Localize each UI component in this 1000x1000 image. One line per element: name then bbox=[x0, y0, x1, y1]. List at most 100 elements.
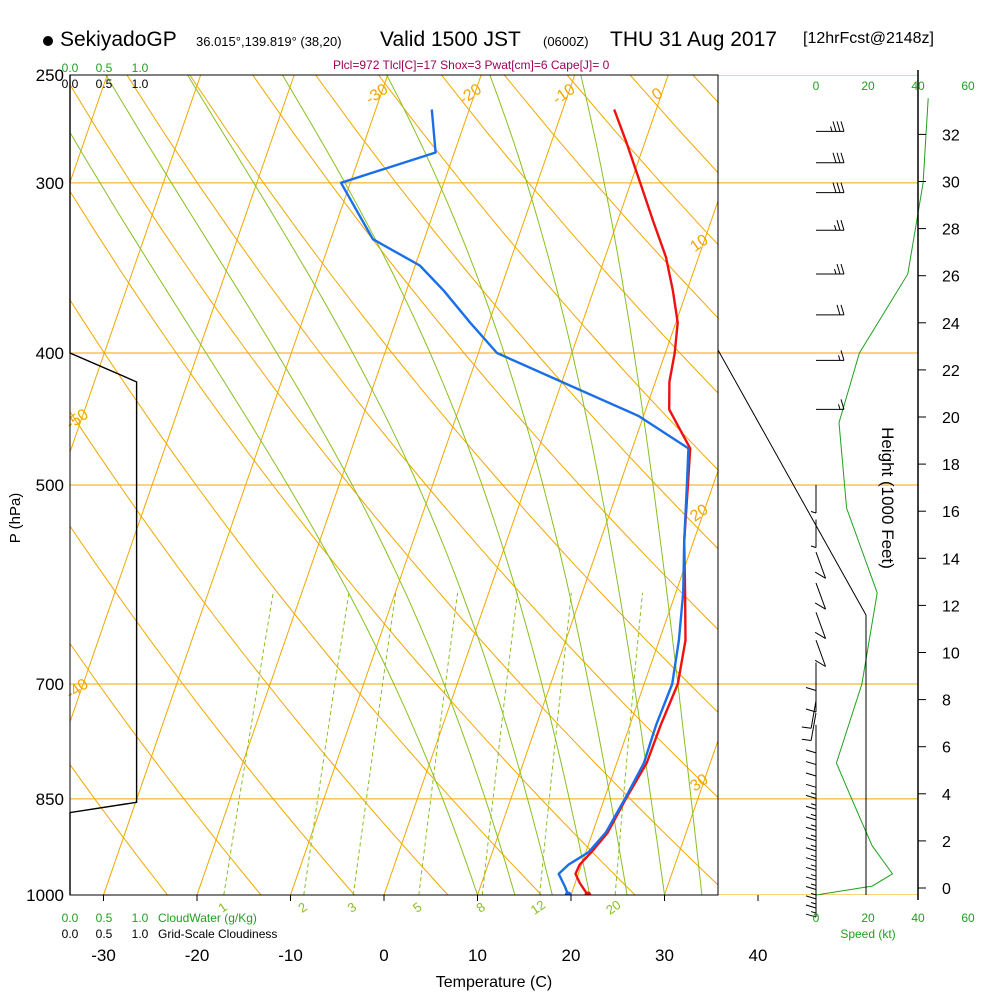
dry-adiabat-340 bbox=[252, 75, 718, 631]
wind-barb-flag bbox=[805, 866, 817, 871]
cloudiness-top-tick-1: 0.5 bbox=[96, 77, 113, 91]
mixing-ratio-label-3: 3 bbox=[345, 899, 360, 915]
dry-adiabat-270 bbox=[70, 525, 355, 895]
height-tick-8: 8 bbox=[942, 693, 951, 710]
speed-bottom-tick-60: 60 bbox=[961, 911, 975, 925]
pressure-tick-250: 250 bbox=[36, 66, 64, 85]
height-tick-2: 2 bbox=[942, 834, 951, 851]
mixing-ratio-line-12 bbox=[539, 592, 572, 895]
wind-barb-flag bbox=[840, 399, 845, 410]
wind-barb bbox=[810, 519, 817, 548]
wind-barb-flag bbox=[805, 749, 817, 754]
wind-barb-flag bbox=[805, 805, 817, 810]
x-axis-label: Temperature (C) bbox=[436, 974, 552, 991]
wind-barb-flag bbox=[805, 687, 817, 691]
moist-adiabat-18 bbox=[187, 75, 553, 895]
moist-adiabat-26 bbox=[386, 75, 628, 895]
wind-barb-flag bbox=[840, 350, 845, 361]
isotherm-30 bbox=[664, 739, 718, 895]
forecast-text: 12hrFcst@2148z bbox=[807, 30, 930, 47]
dry-adiabat-380 bbox=[503, 75, 718, 319]
dewpoint-line bbox=[339, 109, 690, 895]
height-tick-24: 24 bbox=[942, 316, 960, 333]
wind-barb-half-flag bbox=[810, 511, 817, 514]
wind-barb-flag bbox=[832, 182, 837, 193]
speed-bottom-tick-0: 0 bbox=[813, 911, 820, 925]
moist-adiabat-14 bbox=[105, 75, 516, 895]
speed-bottom-tick-40: 40 bbox=[911, 911, 925, 925]
moist-adiabat-22 bbox=[282, 75, 591, 895]
wind-barb bbox=[805, 662, 817, 691]
speed-top-tick-40: 40 bbox=[911, 79, 925, 93]
sounding-series bbox=[339, 109, 692, 895]
wind-barb-staff bbox=[810, 712, 817, 741]
wind-barb-half-flag bbox=[810, 874, 817, 877]
pressure-tick-500: 500 bbox=[36, 476, 64, 495]
wind-barb-flag bbox=[840, 182, 845, 193]
wind-barb-half-flag bbox=[810, 824, 817, 827]
wind-barb bbox=[814, 551, 827, 579]
wind-barb-flag bbox=[805, 857, 817, 862]
wind-barb bbox=[810, 485, 817, 514]
wind-barb-flag bbox=[840, 304, 845, 315]
isotherm--70 bbox=[0, 75, 14, 895]
speed-top-tick-0: 0 bbox=[813, 79, 820, 93]
wind-barb-flag bbox=[836, 263, 841, 275]
wind-barb-half-flag bbox=[810, 792, 817, 795]
cloud-water-bottom-tick-2: 1.0 bbox=[132, 911, 149, 925]
temp-tick-40: 40 bbox=[749, 946, 768, 965]
wind-barb-flag bbox=[805, 816, 817, 821]
wind-barb bbox=[816, 121, 845, 132]
wind-barb-flag bbox=[836, 182, 841, 193]
wind-barb-half-flag bbox=[810, 902, 817, 905]
height-tick-30: 30 bbox=[942, 175, 960, 192]
height-tick-4: 4 bbox=[942, 787, 951, 804]
moist-adiabat-30 bbox=[489, 75, 665, 895]
wind-barb-half-flag bbox=[810, 813, 817, 817]
dry-adiabat-290 bbox=[70, 299, 542, 895]
wind-barb-flag bbox=[805, 794, 817, 799]
mixing-ratio-line-8 bbox=[481, 592, 518, 895]
isotherm-label-30: 30 bbox=[687, 771, 711, 795]
height-tick-14: 14 bbox=[942, 551, 960, 568]
wind-barb-staff bbox=[810, 700, 817, 729]
wind-barb-half-flag bbox=[810, 911, 817, 914]
wind-barb-staff bbox=[815, 551, 827, 579]
wind-barb bbox=[816, 304, 845, 316]
temp-tick--30: -30 bbox=[91, 946, 116, 965]
cloudiness-top-tick-0: 0.0 bbox=[62, 77, 79, 91]
wind-barb bbox=[805, 822, 817, 852]
wind-barb-flag bbox=[814, 571, 826, 579]
forecast-bracket-open: [ bbox=[803, 30, 808, 47]
mixing-ratio-line-3 bbox=[352, 592, 397, 895]
wind-barb-flag bbox=[840, 121, 845, 132]
wind-barb-flag bbox=[805, 876, 817, 881]
wind-barb-half-flag bbox=[810, 545, 817, 548]
right-panel-grid bbox=[718, 75, 918, 895]
forecast-bracket-close: ] bbox=[929, 30, 934, 47]
wind-barb bbox=[801, 712, 817, 741]
mixing-ratio-line-1 bbox=[223, 592, 274, 895]
mixing-ratio-line-5 bbox=[418, 592, 459, 895]
temperature-surface-dot bbox=[584, 891, 592, 895]
speed-axis-label: Speed (kt) bbox=[840, 927, 895, 941]
height-axis-label: Height (1000 Feet) bbox=[878, 427, 897, 569]
wind-barb-flag bbox=[805, 772, 817, 777]
isotherm-label--20: -20 bbox=[456, 81, 485, 108]
height-tick-28: 28 bbox=[942, 222, 960, 239]
frame-and-labels: 1 2 3 5 8 12 200102030-10-20-30-40-50250300400… bbox=[7, 61, 975, 991]
wind-barb-half-flag bbox=[810, 854, 817, 858]
mixing-ratio-label-12: 12 bbox=[528, 897, 548, 918]
dry-adiabat-280 bbox=[70, 410, 449, 895]
dry-adiabat-450 bbox=[945, 75, 1000, 895]
temp-tick-20: 20 bbox=[562, 946, 581, 965]
isotherm--40 bbox=[70, 75, 295, 724]
wind-barb-half-flag bbox=[834, 268, 837, 275]
wind-barb-flag bbox=[836, 121, 841, 132]
dry-adiabat-260 bbox=[70, 642, 262, 895]
isotherm-10 bbox=[477, 199, 718, 895]
valid-date: THU 31 Aug 2017 bbox=[610, 28, 777, 51]
station-dot bbox=[43, 36, 53, 46]
wind-barb-flag bbox=[805, 904, 817, 909]
temp-tick-30: 30 bbox=[655, 946, 674, 965]
